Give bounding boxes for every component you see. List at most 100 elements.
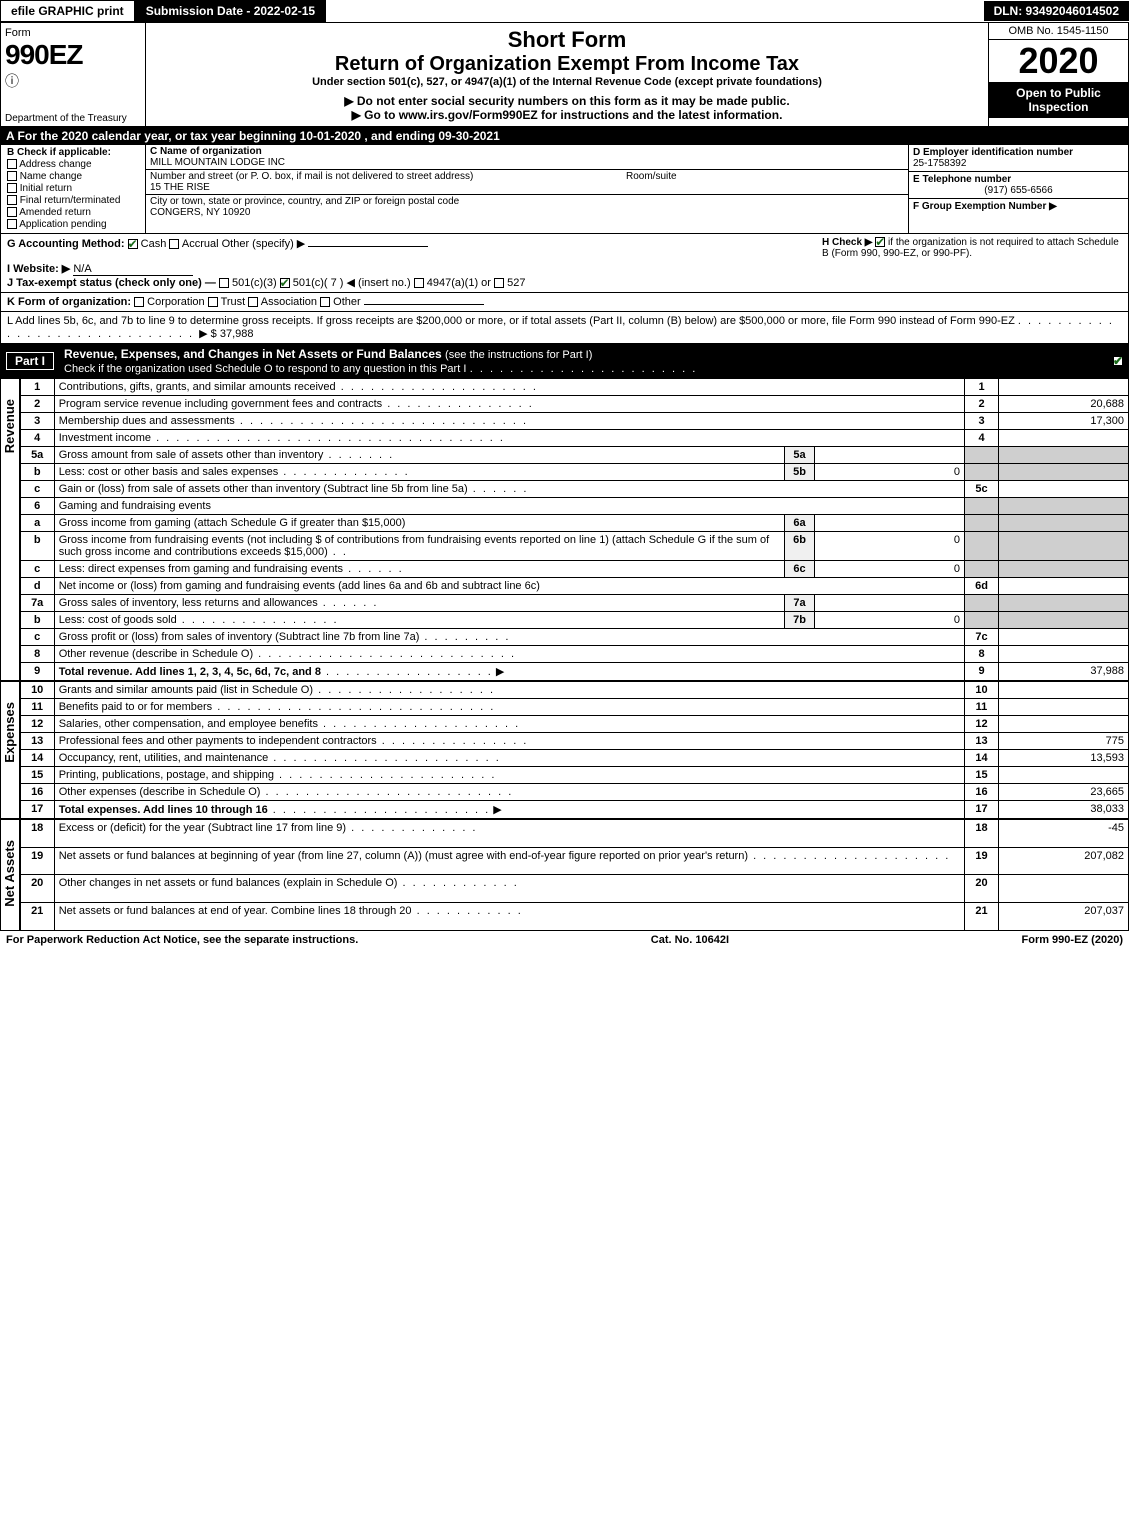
line-7c-val [999,629,1129,646]
line-21-val: 207,037 [999,903,1129,931]
line-7c-desc: Gross profit or (loss) from sales of inv… [59,631,420,643]
chk-application-pending[interactable] [7,219,17,229]
org-city: CONGERS, NY 10920 [150,207,250,218]
chk-527[interactable] [494,278,504,288]
line-13-desc: Professional fees and other payments to … [59,735,377,747]
lbl-application-pending: Application pending [19,219,106,230]
h-label: H Check ▶ [822,237,872,248]
line-9-val: 37,988 [999,663,1129,681]
section-c: C Name of organization MILL MOUNTAIN LOD… [146,145,908,233]
line-7b-subval: 0 [815,612,965,629]
line-12-desc: Salaries, other compensation, and employ… [59,718,318,730]
header-center: Short Form Return of Organization Exempt… [146,23,988,126]
chk-corporation[interactable] [134,297,144,307]
chk-address-change[interactable] [7,159,17,169]
line-11-desc: Benefits paid to or for members [59,701,212,713]
chk-schedule-o[interactable] [1113,356,1123,366]
i-label: I Website: ▶ [7,263,70,275]
line-6d-desc: Net income or (loss) from gaming and fun… [59,580,540,592]
line-5c-val [999,481,1129,498]
line-7b-sub: 7b [785,612,815,629]
line-17-val: 38,033 [999,801,1129,819]
side-revenue: Revenue [0,378,20,681]
line-14-val: 13,593 [999,750,1129,767]
j-label: J Tax-exempt status (check only one) — [7,277,216,289]
expenses-section: Expenses 10Grants and similar amounts pa… [0,681,1129,819]
ssn-note: ▶ Do not enter social security numbers o… [150,94,984,108]
line-6b-desc: Gross income from fundraising events (no… [59,534,769,558]
l-amount: ▶ $ 37,988 [199,328,253,340]
line-18-val: -45 [999,820,1129,848]
line-8-desc: Other revenue (describe in Schedule O) [59,648,253,660]
line-16-val: 23,665 [999,784,1129,801]
e-label: E Telephone number [913,174,1011,185]
subtitle: Under section 501(c), 527, or 4947(a)(1)… [150,76,984,88]
top-bar: efile GRAPHIC print Submission Date - 20… [0,0,1129,22]
row-l: L Add lines 5b, 6c, and 7b to line 9 to … [0,312,1129,344]
part-i-label: Part I [6,352,54,370]
irs-link[interactable]: ▶ Go to www.irs.gov/Form990EZ for instru… [150,108,984,122]
lbl-association: Association [261,296,317,308]
chk-h[interactable] [875,237,885,247]
line-5a-desc: Gross amount from sale of assets other t… [59,449,324,461]
h-box: H Check ▶ if the organization is not req… [822,237,1122,289]
l-text: L Add lines 5b, 6c, and 7b to line 9 to … [7,315,1015,327]
line-16-desc: Other expenses (describe in Schedule O) [59,786,261,798]
chk-name-change[interactable] [7,171,17,181]
line-6-desc: Gaming and fundraising events [59,500,211,512]
revenue-section: Revenue 1Contributions, gifts, grants, a… [0,378,1129,681]
footer-right: Form 990-EZ (2020) [1022,934,1123,946]
line-18-desc: Excess or (deficit) for the year (Subtra… [59,822,346,834]
chk-association[interactable] [248,297,258,307]
lbl-501c3: 501(c)(3) [232,277,277,289]
line-7a-desc: Gross sales of inventory, less returns a… [59,597,318,609]
line-5b-desc: Less: cost or other basis and sales expe… [59,466,279,478]
line-5c-desc: Gain or (loss) from sale of assets other… [59,483,468,495]
d-label: D Employer identification number [913,147,1073,158]
chk-trust[interactable] [208,297,218,307]
row-g-h: G Accounting Method: Cash Accrual Other … [0,234,1129,293]
netassets-section: Net Assets 18Excess or (deficit) for the… [0,819,1129,931]
line-8-val [999,646,1129,663]
chk-accrual[interactable] [169,239,179,249]
line-10-desc: Grants and similar amounts paid (list in… [59,684,313,696]
chk-501c3[interactable] [219,278,229,288]
phone-value: (917) 655-6566 [913,185,1124,196]
form-header: Form 990EZ ⓘ Department of the Treasury … [0,22,1129,127]
line-7a-sub: 7a [785,595,815,612]
dln-label: DLN: 93492046014502 [984,1,1129,21]
chk-501c[interactable] [280,278,290,288]
line-6d-val [999,578,1129,595]
org-name: MILL MOUNTAIN LODGE INC [150,157,285,168]
g-label: G Accounting Method: [7,238,125,250]
line-19-val: 207,082 [999,847,1129,875]
tax-year: 2020 [989,40,1128,82]
side-expenses: Expenses [0,681,20,819]
line-7b-desc: Less: cost of goods sold [59,614,177,626]
chk-final-return[interactable] [7,195,17,205]
lbl-name-change: Name change [20,171,82,182]
lbl-initial-return: Initial return [20,183,72,194]
chk-amended-return[interactable] [7,207,17,217]
lbl-other: Other (specify) ▶ [222,238,306,250]
line-4-desc: Investment income [59,432,151,444]
chk-initial-return[interactable] [7,183,17,193]
efile-print-button[interactable]: efile GRAPHIC print [0,0,135,22]
chk-cash[interactable] [128,239,138,249]
omb-number: OMB No. 1545-1150 [989,23,1128,40]
submission-date-button[interactable]: Submission Date - 2022-02-15 [135,0,326,22]
website-value: N/A [73,263,193,276]
line-3-val: 17,300 [999,413,1129,430]
header-left: Form 990EZ ⓘ Department of the Treasury [1,23,146,126]
line-4-val [999,430,1129,447]
revenue-table: 1Contributions, gifts, grants, and simil… [20,378,1129,681]
line-6a-sub: 6a [785,515,815,532]
part-i-sub: (see the instructions for Part I) [445,349,592,361]
lbl-4947: 4947(a)(1) or [427,277,491,289]
line-6b-sub: 6b [785,532,815,561]
chk-other-org[interactable] [320,297,330,307]
form-word: Form [5,27,141,39]
chk-4947[interactable] [414,278,424,288]
c-name-label: C Name of organization [150,146,262,157]
c-street-label: Number and street (or P. O. box, if mail… [150,171,473,182]
